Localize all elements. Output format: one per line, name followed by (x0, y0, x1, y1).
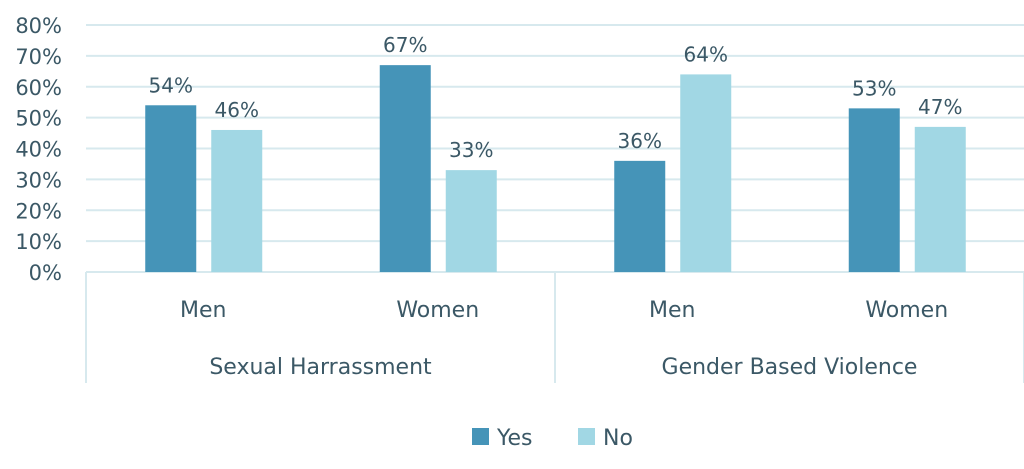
bar-yes (848, 108, 900, 272)
bar-no (211, 129, 263, 272)
bar-yes (614, 160, 666, 272)
category-label: Men (649, 298, 695, 323)
bar-no (680, 74, 732, 273)
bar-no (445, 170, 497, 272)
legend-label: No (603, 426, 633, 451)
category-label: Women (865, 298, 948, 323)
y-tick-label: 70% (15, 45, 62, 69)
category-label: Women (396, 298, 479, 323)
group-label: Gender Based Violence (662, 355, 918, 380)
y-tick-label: 20% (15, 199, 62, 223)
y-tick-label: 50% (15, 107, 62, 131)
data-label: 47% (918, 95, 962, 119)
group-label: Sexual Harrassment (209, 355, 432, 380)
bar-no (914, 126, 966, 272)
data-label: 67% (383, 33, 427, 57)
data-label: 54% (149, 73, 193, 97)
category-label: Men (180, 298, 226, 323)
y-tick-label: 10% (15, 230, 62, 254)
legend-label: Yes (496, 426, 533, 451)
y-tick-label: 30% (15, 168, 62, 192)
y-tick-label: 40% (15, 138, 62, 162)
bar-yes (145, 105, 197, 273)
data-label: 53% (852, 76, 896, 100)
y-tick-label: 80% (15, 14, 62, 38)
data-label: 33% (449, 138, 493, 162)
bar-yes (379, 65, 431, 272)
data-label: 36% (618, 129, 662, 153)
legend-swatch-yes (472, 428, 489, 445)
y-tick-label: 60% (15, 76, 62, 100)
legend-swatch-no (578, 428, 595, 445)
y-tick-label: 0% (29, 261, 62, 285)
data-label: 46% (215, 98, 259, 122)
data-label: 64% (684, 42, 728, 66)
